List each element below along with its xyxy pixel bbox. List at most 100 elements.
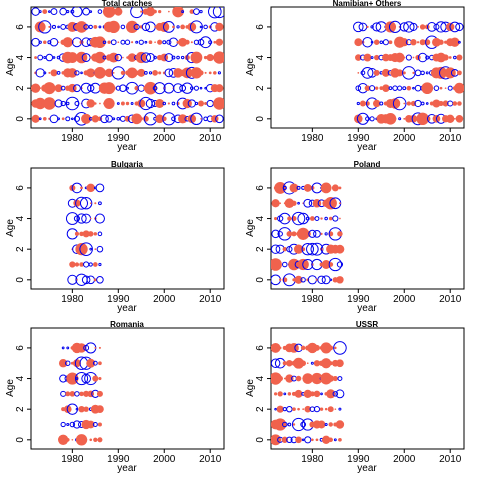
residual-negative xyxy=(73,84,81,93)
residual-negative xyxy=(96,276,104,284)
residual-positive xyxy=(456,70,462,76)
residual-positive xyxy=(278,278,282,282)
residual-positive xyxy=(83,390,90,397)
residual-positive xyxy=(131,41,134,44)
residual-positive xyxy=(93,25,98,29)
residual-positive xyxy=(297,407,300,411)
residual-negative xyxy=(303,198,313,208)
residual-positive xyxy=(172,25,175,29)
residual-negative xyxy=(425,55,430,60)
residual-negative xyxy=(392,96,407,111)
residual-negative xyxy=(130,102,134,105)
x-tick-label: 2000 xyxy=(393,133,416,144)
residual-positive xyxy=(326,389,336,399)
residual-negative xyxy=(317,275,326,285)
residual-negative xyxy=(135,40,139,44)
residual-positive xyxy=(320,372,333,385)
residual-positive xyxy=(444,67,456,79)
residual-positive xyxy=(271,434,282,446)
residual-negative xyxy=(409,22,418,31)
residual-negative xyxy=(98,201,102,206)
residual-negative xyxy=(89,82,101,94)
residual-negative xyxy=(141,22,151,32)
residual-positive xyxy=(294,389,303,398)
residual-negative xyxy=(181,10,185,14)
residual-positive xyxy=(124,115,131,122)
residual-positive xyxy=(48,25,51,28)
residual-negative xyxy=(74,100,80,107)
residual-positive xyxy=(92,375,99,382)
y-tick-label: 2 xyxy=(15,246,26,252)
residual-negative xyxy=(43,56,47,60)
residual-negative xyxy=(76,213,87,224)
residual-positive xyxy=(73,199,81,207)
residual-negative xyxy=(336,261,344,268)
residual-negative xyxy=(31,37,40,47)
x-axis-label: year xyxy=(117,303,137,314)
residual-negative xyxy=(199,9,203,14)
residual-positive xyxy=(274,216,278,221)
residual-negative xyxy=(105,115,113,123)
x-tick-label: 1990 xyxy=(347,454,370,465)
residual-positive xyxy=(61,117,65,121)
residual-positive xyxy=(98,376,102,381)
residual-negative xyxy=(57,25,60,29)
residual-positive xyxy=(406,101,412,106)
residual-negative xyxy=(324,232,328,236)
x-tick-label: 1990 xyxy=(347,294,370,305)
residual-positive xyxy=(94,67,106,79)
residual-negative xyxy=(126,86,129,90)
residual-positive xyxy=(334,408,337,410)
residual-negative xyxy=(333,438,337,442)
panel-total-catches: Total catches Age year 1980 1990 2000 2010 0… xyxy=(5,0,225,153)
x-tick-label: 1990 xyxy=(347,133,370,144)
residual-positive xyxy=(53,87,55,90)
residual-positive xyxy=(43,40,47,44)
residual-negative xyxy=(403,21,415,33)
residual-positive xyxy=(81,113,92,124)
residual-negative xyxy=(212,7,224,19)
residual-negative xyxy=(89,10,93,13)
residual-positive xyxy=(276,405,284,413)
residual-positive xyxy=(93,437,98,442)
residual-negative xyxy=(296,185,301,190)
residual-negative xyxy=(50,8,58,16)
residual-negative xyxy=(171,101,176,106)
residual-positive xyxy=(190,67,203,79)
residual-negative xyxy=(425,102,429,105)
bubbles xyxy=(353,20,464,126)
residual-positive xyxy=(331,184,339,192)
residual-negative xyxy=(388,20,402,34)
residual-negative xyxy=(138,39,144,45)
residual-positive xyxy=(86,183,96,193)
y-tick-label: 2 xyxy=(255,246,266,252)
residual-positive xyxy=(158,9,162,14)
residual-positive xyxy=(373,54,380,61)
residual-negative xyxy=(162,40,167,45)
residual-positive xyxy=(79,231,84,237)
residual-positive xyxy=(295,436,302,444)
residual-negative xyxy=(65,96,80,111)
plot-area: 1980 1990 2000 2010 0 2 4 6 xyxy=(15,6,225,144)
x-axis-label: year xyxy=(117,463,137,474)
x-axis-label: year xyxy=(357,142,377,153)
plot-frame xyxy=(30,327,225,450)
residual-positive xyxy=(91,115,100,123)
residual-positive xyxy=(393,117,397,121)
residual-positive xyxy=(403,117,406,120)
residual-negative xyxy=(66,101,70,106)
residual-positive xyxy=(94,346,97,349)
residual-positive xyxy=(448,56,452,59)
residual-negative xyxy=(73,115,81,122)
residual-positive xyxy=(86,358,96,368)
plot-frame xyxy=(30,6,225,129)
residual-negative xyxy=(72,420,82,429)
residual-negative xyxy=(458,40,461,44)
residual-positive xyxy=(286,231,293,237)
residual-negative xyxy=(97,9,103,14)
residual-negative xyxy=(189,20,203,34)
residual-negative xyxy=(124,39,131,45)
residual-negative xyxy=(66,10,70,14)
residual-negative xyxy=(60,421,66,428)
residual-positive xyxy=(313,390,321,398)
